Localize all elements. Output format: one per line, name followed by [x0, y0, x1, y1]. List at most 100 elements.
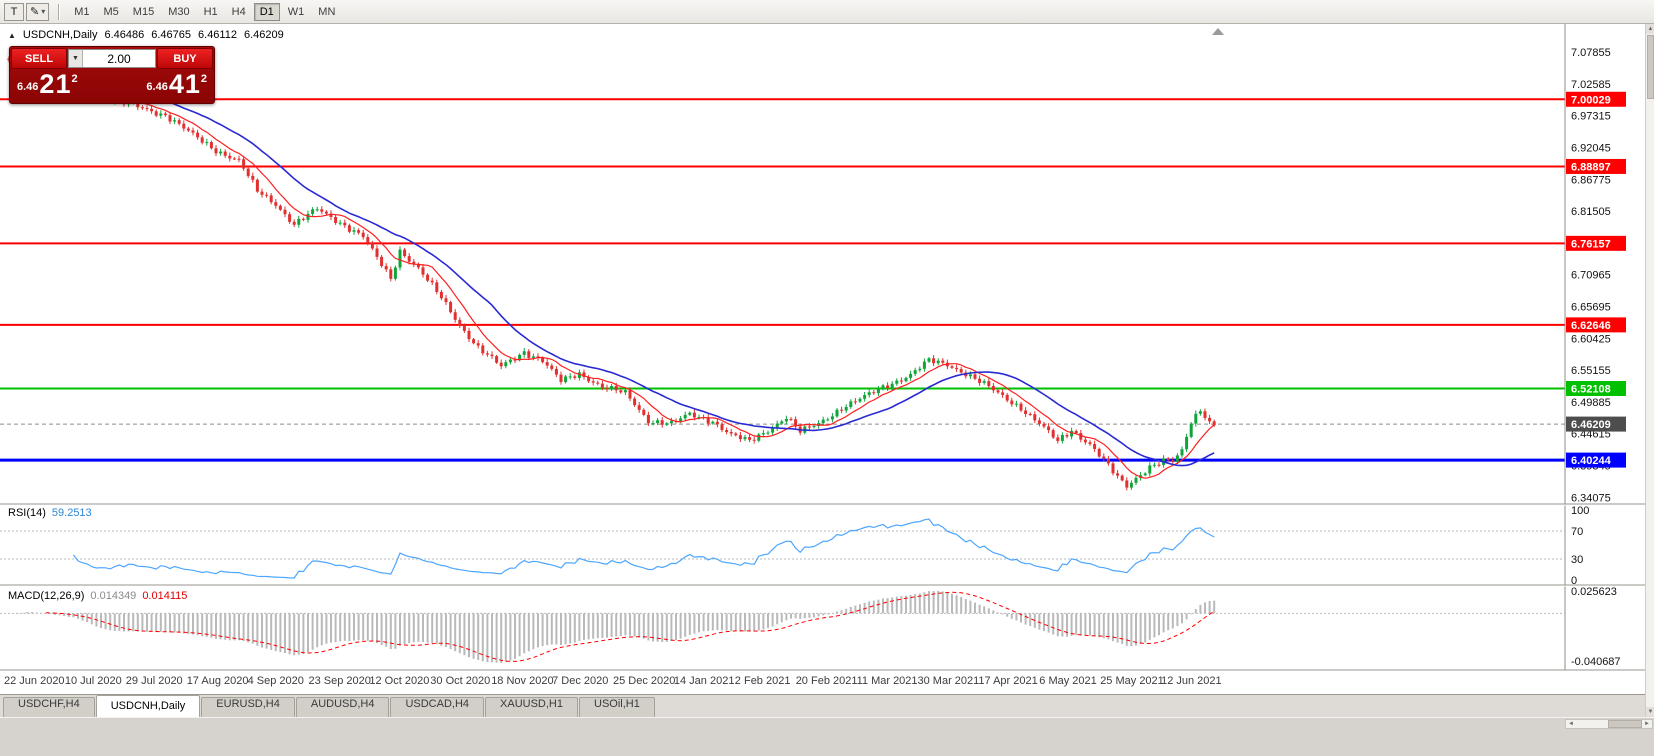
horizontal-scrollbar[interactable]: ◄ ►	[1565, 719, 1653, 729]
candle-body	[1180, 449, 1184, 456]
price-axis-label[interactable]: 6.49885	[1571, 397, 1611, 409]
date-axis-label[interactable]: 20 Feb 2021	[796, 675, 858, 687]
date-axis-label[interactable]: 12 Oct 2020	[369, 675, 429, 687]
date-axis-label[interactable]: 30 Oct 2020	[430, 675, 490, 687]
chart-tab-audusd-h4[interactable]: AUDUSD,H4	[295, 697, 390, 717]
text-tool-button[interactable]: T	[4, 2, 24, 21]
candle-body	[375, 248, 379, 257]
chart-shift-marker[interactable]	[1212, 28, 1224, 35]
timeframe-button-m5[interactable]: M5	[98, 3, 125, 21]
date-axis-label[interactable]: 30 Mar 2021	[918, 675, 980, 687]
price-badge	[1566, 158, 1626, 174]
toolbar-separator	[58, 3, 60, 20]
candle-body	[978, 378, 982, 383]
candle-body	[283, 209, 287, 215]
candle-body	[1083, 439, 1087, 443]
date-axis-label[interactable]: 25 Dec 2020	[613, 675, 675, 687]
chart-tab-usdchf-h4[interactable]: USDCHF,H4	[3, 697, 95, 717]
candle-body	[177, 120, 181, 124]
symbol-period-label: USDCNH,Daily	[22, 29, 98, 41]
scroll-up-button[interactable]: ▲	[1646, 24, 1654, 34]
candle-body	[140, 107, 144, 109]
candle-body	[573, 376, 577, 378]
timeframe-button-m15[interactable]: M15	[127, 3, 160, 21]
date-axis-label[interactable]: 11 Mar 2021	[857, 675, 918, 687]
timeframe-button-m1[interactable]: M1	[68, 3, 95, 21]
candle-body	[1047, 426, 1051, 431]
price-axis-label[interactable]: 6.65695	[1571, 301, 1611, 313]
price-axis-label[interactable]: 6.81505	[1571, 206, 1611, 218]
price-axis-label[interactable]: 6.55155	[1571, 365, 1611, 377]
candle-body	[968, 374, 972, 377]
price-axis-label[interactable]: 7.07855	[1571, 47, 1611, 59]
price-axis-label[interactable]: 7.02585	[1571, 79, 1611, 91]
date-axis-label[interactable]: 23 Sep 2020	[309, 675, 371, 687]
chart-tab-usdcnh-daily[interactable]: USDCNH,Daily	[95, 695, 201, 717]
price-axis-label[interactable]: 6.70965	[1571, 270, 1611, 282]
candle-body	[329, 213, 333, 217]
date-axis-label[interactable]: 17 Apr 2021	[978, 675, 1037, 687]
candle-body	[1074, 430, 1078, 434]
chart-tab-usdcad-h4[interactable]: USDCAD,H4	[390, 697, 485, 717]
price-chart[interactable]: 7.07855 7.02585 6.97315 6.92045 6.86775 6.815…	[0, 24, 1654, 694]
timeframe-button-h1[interactable]: H1	[198, 3, 224, 21]
date-axis-label[interactable]: 17 Aug 2020	[187, 675, 249, 687]
candle-body	[665, 423, 669, 425]
candle-body	[1088, 442, 1092, 445]
date-axis-label[interactable]: 10 Jul 2020	[65, 675, 122, 687]
candle-body	[752, 439, 756, 441]
candle-body	[757, 434, 761, 441]
date-axis-label[interactable]: 25 May 2021	[1100, 675, 1164, 687]
date-axis-label[interactable]: 18 Nov 2020	[491, 675, 553, 687]
chart-tab-eurusd-h4[interactable]: EURUSD,H4	[201, 697, 295, 717]
scroll-left-button[interactable]: ◄	[1568, 721, 1574, 727]
candle-body	[982, 381, 986, 383]
candle-body	[656, 420, 660, 424]
price-axis-label[interactable]: 6.44615	[1571, 429, 1611, 441]
timeframe-button-h4[interactable]: H4	[226, 3, 252, 21]
date-axis-label[interactable]: 12 Jun 2021	[1161, 675, 1222, 687]
candle-body	[996, 390, 1000, 393]
date-axis-label[interactable]: 4 Sep 2020	[248, 675, 304, 687]
date-axis-label[interactable]: 7 Dec 2020	[552, 675, 608, 687]
drawing-tools-button[interactable]: ✎ ▾	[26, 2, 50, 21]
price-axis-label[interactable]: 6.92045	[1571, 142, 1611, 154]
candle-body	[936, 360, 940, 364]
buy-button[interactable]: BUY	[157, 48, 213, 69]
hscroll-track[interactable]	[1576, 720, 1642, 728]
scroll-down-button[interactable]: ▼	[1646, 707, 1654, 717]
price-axis-label[interactable]: 6.97315	[1571, 111, 1611, 123]
horizontal-scrollbar-thumb[interactable]	[1608, 720, 1642, 728]
chart-tab-xauusd-h1[interactable]: XAUUSD,H1	[485, 697, 578, 717]
date-axis-label[interactable]: 22 Jun 2020	[4, 675, 65, 687]
timeframe-button-mn[interactable]: MN	[312, 3, 341, 21]
candle-body	[163, 113, 167, 116]
candle-body	[136, 102, 140, 108]
candle-body	[449, 302, 453, 313]
volume-input[interactable]: ▼ 2.00	[68, 49, 156, 68]
sell-button[interactable]: SELL	[11, 48, 67, 69]
timeframe-button-w1[interactable]: W1	[282, 3, 311, 21]
candle-body	[435, 282, 439, 292]
timeframe-button-m30[interactable]: M30	[162, 3, 195, 21]
timeframe-button-d1[interactable]: D1	[253, 2, 280, 21]
candle-body	[499, 362, 503, 367]
candle-body	[315, 209, 319, 211]
candle-body	[278, 205, 282, 210]
price-axis-label[interactable]: 6.60425	[1571, 333, 1611, 345]
candle-body	[265, 194, 269, 196]
date-axis-label[interactable]: 2 Feb 2021	[735, 675, 791, 687]
price-axis-label[interactable]: 6.86775	[1571, 174, 1611, 186]
chart-tab-usoil-h1[interactable]: USOil,H1	[579, 697, 655, 717]
candle-body	[522, 351, 526, 355]
scroll-right-button[interactable]: ►	[1644, 721, 1650, 727]
volume-dropdown-icon[interactable]: ▼	[69, 50, 83, 67]
bid-price-prefix: 6.46	[17, 81, 39, 93]
date-axis-label[interactable]: 29 Jul 2020	[126, 675, 183, 687]
vertical-scrollbar[interactable]: ▲ ▼	[1645, 24, 1654, 717]
price-axis-label[interactable]: 6.34075	[1571, 492, 1611, 504]
date-axis-label[interactable]: 6 May 2021	[1039, 675, 1096, 687]
date-axis-label[interactable]: 14 Jan 2021	[674, 675, 735, 687]
one-click-toggle-icon[interactable]: ▲	[8, 30, 16, 40]
vertical-scrollbar-thumb[interactable]	[1647, 35, 1654, 99]
